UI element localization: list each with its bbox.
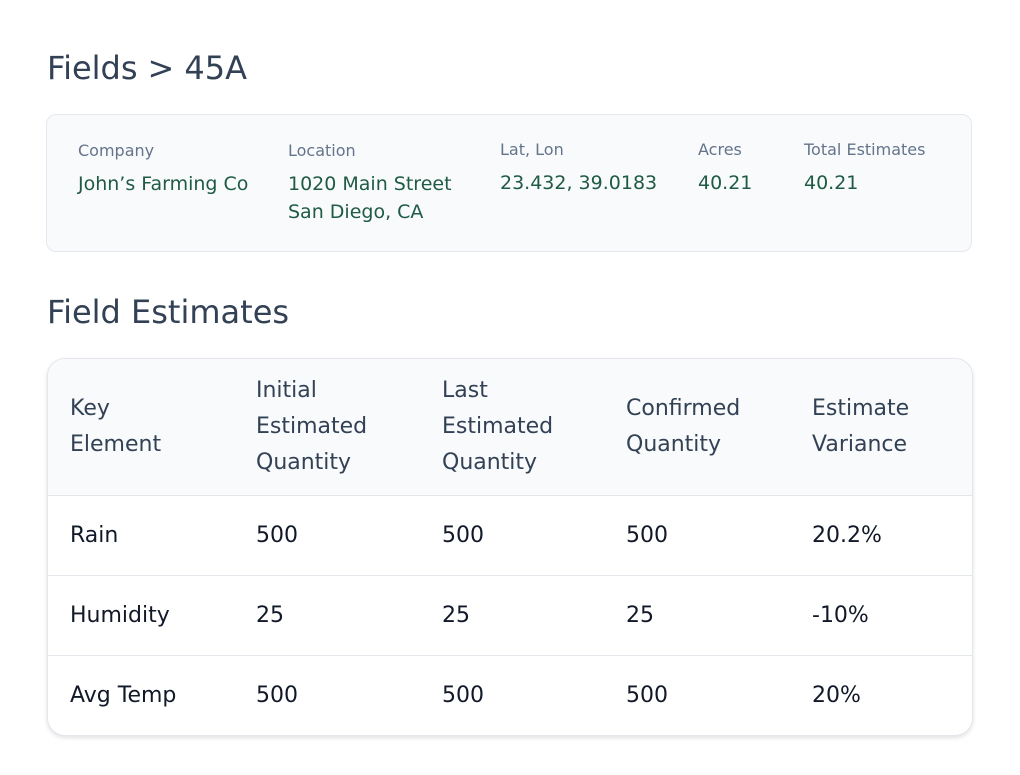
table-header-row: Key Element Initial Estimated Quantity L…	[48, 359, 972, 496]
header-initial-estimated-quantity: Initial Estimated Quantity	[234, 359, 420, 496]
field-estimates-title: Field Estimates	[47, 293, 290, 331]
company-value: John’s Farming Co	[78, 173, 249, 195]
table-row: Avg Temp 500 500 500 20%	[48, 654, 972, 735]
row-estimate-variance: 20%	[790, 654, 972, 735]
row-last-estimated-quantity: 25	[420, 574, 604, 655]
total-estimates-value: 40.21	[804, 172, 859, 194]
row-key-element: Rain	[70, 522, 119, 548]
row-key-element: Humidity	[48, 574, 234, 655]
row-last-estimated-quantity: 500	[420, 654, 604, 735]
header-key-element: Key Element	[48, 359, 234, 496]
row-last-estimated-quantity: 500	[442, 522, 484, 548]
row-initial-estimated-quantity: 500	[256, 522, 298, 548]
breadcrumb-current: 45A	[184, 49, 247, 87]
acres-info: Acres 40.21	[698, 140, 788, 197]
total-estimates-info: Total Estimates 40.21	[804, 140, 954, 197]
table-row: Rain 500 500 500 20.2%	[48, 495, 972, 575]
row-key-element: Avg Temp	[48, 654, 234, 735]
header-confirmed-quantity: Confirmed Quantity	[604, 359, 790, 496]
breadcrumb: Fields >45A	[47, 48, 247, 88]
acres-value: 40.21	[698, 172, 753, 194]
location-line2: San Diego, CA	[288, 201, 424, 223]
row-estimate-variance: 20.2%	[812, 522, 882, 548]
location-label: Location	[288, 141, 356, 160]
row-estimate-variance: -10%	[790, 574, 972, 655]
estimates-table-card: Key Element Initial Estimated Quantity L…	[47, 358, 973, 736]
location-value: 1020 Main Street San Diego, CA	[288, 170, 488, 226]
latlon-value: 23.432, 39.0183	[500, 172, 658, 194]
location-info: Location 1020 Main Street San Diego, CA	[288, 141, 488, 226]
row-confirmed-quantity: 500	[626, 522, 668, 548]
header-last-estimated-quantity: Last Estimated Quantity	[420, 359, 604, 496]
company-label: Company	[78, 141, 155, 160]
row-confirmed-quantity: 500	[604, 654, 790, 735]
latlon-label: Lat, Lon	[500, 140, 564, 159]
latlon-info: Lat, Lon 23.432, 39.0183	[500, 140, 690, 197]
location-line1: 1020 Main Street	[288, 173, 452, 195]
header-estimate-variance: Estimate Variance	[790, 359, 972, 496]
row-initial-estimated-quantity: 25	[234, 574, 420, 655]
total-estimates-label: Total Estimates	[804, 140, 926, 159]
row-confirmed-quantity: 25	[604, 574, 790, 655]
breadcrumb-separator: >	[147, 49, 175, 87]
estimates-table: Key Element Initial Estimated Quantity L…	[48, 359, 972, 735]
acres-label: Acres	[698, 140, 742, 159]
company-info: Company John’s Farming Co	[78, 141, 258, 198]
table-row: Humidity 25 25 25 -10%	[48, 574, 972, 655]
breadcrumb-parent-link[interactable]: Fields	[47, 49, 138, 87]
row-initial-estimated-quantity: 500	[234, 654, 420, 735]
field-info-card: Company John’s Farming Co Location 1020 …	[46, 114, 972, 252]
